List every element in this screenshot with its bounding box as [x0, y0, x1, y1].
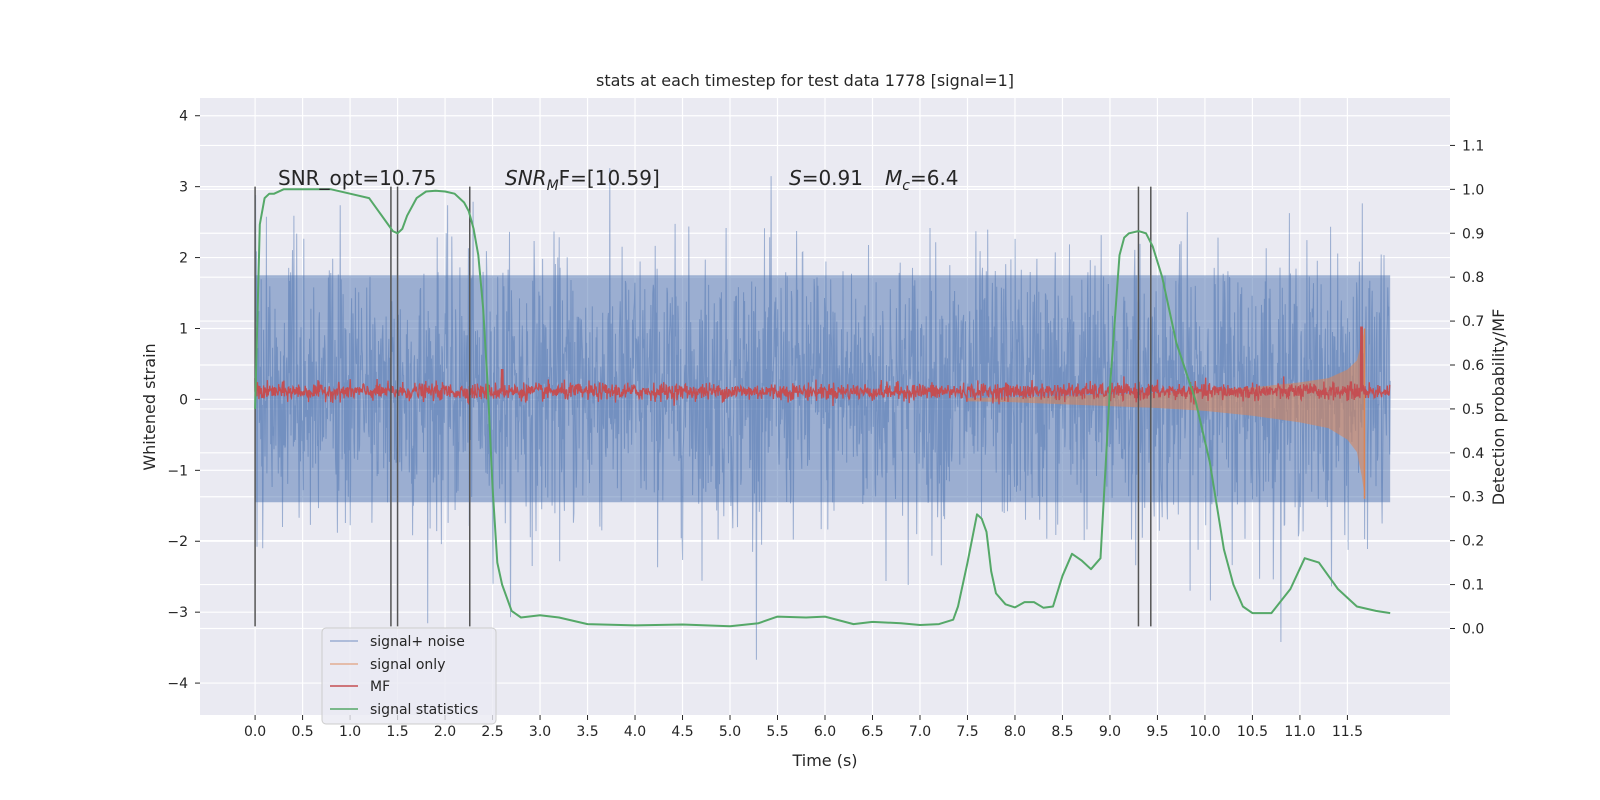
x-tick-label-19: 9.5 — [1146, 724, 1168, 740]
y-tick-label-1: −3 — [167, 605, 188, 621]
x-tick-label-0: 0.0 — [244, 724, 266, 740]
s-annotation: S=0.91 — [789, 166, 863, 190]
y-tick-label-2: −2 — [167, 534, 188, 550]
x-tick-label-10: 5.0 — [719, 724, 741, 740]
x-tick-label-20: 10.0 — [1189, 724, 1220, 740]
x-tick-label-22: 11.0 — [1284, 724, 1315, 740]
mc-subscript: c — [902, 178, 910, 194]
signal-statistics-line — [254, 188, 1391, 628]
signal-statistics-series — [254, 188, 1391, 628]
y-tick-label-7: 3 — [179, 180, 188, 196]
y-axis-label: Whitened strain — [140, 343, 159, 470]
x-tick-label-7: 3.5 — [576, 724, 598, 740]
x-tick-label-6: 3.0 — [529, 724, 551, 740]
signal-only-series — [967, 328, 1366, 499]
y-tick-label-3: −1 — [167, 463, 188, 479]
y2-tick-label-10: 1.0 — [1462, 182, 1484, 198]
x-tick-label-9: 4.5 — [671, 724, 693, 740]
mc-label: M — [885, 166, 902, 190]
mc-value: =6.4 — [910, 166, 959, 190]
y2-tick-label-8: 0.8 — [1462, 270, 1484, 286]
x-tick-label-18: 9.0 — [1099, 724, 1121, 740]
x-tick-label-3: 1.5 — [386, 724, 408, 740]
snr-mf-subscript: M — [547, 178, 559, 194]
chart-title: stats at each timestep for test data 177… — [596, 71, 1014, 90]
y2-tick-label-11: 1.1 — [1462, 138, 1484, 154]
y2-tick-label-6: 0.6 — [1462, 358, 1484, 374]
y2-tick-label-3: 0.3 — [1462, 490, 1484, 506]
mf-line — [255, 326, 1391, 407]
legend: signal+ noise signal only MF signal stat… — [321, 627, 497, 725]
s-value: =0.91 — [802, 166, 863, 190]
y2-tick-label-9: 0.9 — [1462, 226, 1484, 242]
y2-tick-label-4: 0.4 — [1462, 446, 1484, 462]
x-tick-label-12: 6.0 — [814, 724, 836, 740]
x-tick-label-13: 6.5 — [861, 724, 883, 740]
x-tick-label-5: 2.5 — [481, 724, 503, 740]
x-tick-label-11: 5.5 — [766, 724, 788, 740]
y2-ticks: 0.0 0.1 0.2 0.3 0.4 0.5 0.6 0.7 0.8 0.9 1.0 1.1 — [1450, 138, 1484, 637]
legend-label-signal-statistics: signal statistics — [370, 702, 478, 718]
y2-tick-label-0: 0.0 — [1462, 621, 1484, 637]
snr-mf-value: F=[10.59] — [559, 166, 660, 190]
y-tick-label-8: 4 — [179, 109, 188, 125]
x-tick-label-17: 8.5 — [1051, 724, 1073, 740]
mc-annotation: Mc=6.4 — [885, 166, 959, 194]
x-tick-label-4: 2.0 — [434, 724, 456, 740]
legend-label-mf: MF — [370, 679, 390, 695]
y2-axis-label: Detection probability/MF — [1489, 309, 1508, 506]
y2-tick-label-1: 0.1 — [1462, 578, 1484, 594]
s-label: S — [789, 166, 802, 190]
x-tick-label-1: 0.5 — [291, 724, 313, 740]
x-ticks: 0.0 0.5 1.0 1.5 2.0 2.5 3.0 3.5 4.0 4.5 5.0 5.5 6.0 6… — [244, 715, 1363, 740]
x-tick-label-14: 7.0 — [909, 724, 931, 740]
vertical-markers — [254, 186, 1152, 627]
legend-box — [321, 627, 497, 725]
y-tick-label-5: 1 — [179, 321, 188, 337]
y-ticks: −4 −3 −2 −1 0 1 2 3 4 — [167, 109, 200, 692]
legend-label-signal-noise: signal+ noise — [370, 634, 465, 650]
signal-only-envelope — [967, 328, 1365, 496]
x-tick-label-16: 8.0 — [1004, 724, 1026, 740]
legend-label-signal-only: signal only — [370, 657, 445, 673]
snr-mf-label: SNR — [505, 166, 547, 190]
y2-tick-label-2: 0.2 — [1462, 534, 1484, 550]
x-tick-label-8: 4.0 — [624, 724, 646, 740]
x-tick-label-15: 7.5 — [956, 724, 978, 740]
x-axis-label: Time (s) — [791, 751, 857, 770]
x-tick-label-2: 1.0 — [339, 724, 361, 740]
y-tick-label-4: 0 — [179, 392, 188, 408]
y2-tick-label-5: 0.5 — [1462, 402, 1484, 418]
snr-opt-annotation: SNR_opt=10.75 — [278, 166, 436, 190]
y-tick-label-6: 2 — [179, 251, 188, 267]
x-tick-label-23: 11.5 — [1332, 724, 1363, 740]
y2-tick-label-7: 0.7 — [1462, 314, 1484, 330]
x-tick-label-21: 10.5 — [1237, 724, 1268, 740]
y-tick-label-0: −4 — [167, 676, 188, 692]
snr-mf-annotation: SNRMF=[10.59] — [505, 166, 660, 194]
